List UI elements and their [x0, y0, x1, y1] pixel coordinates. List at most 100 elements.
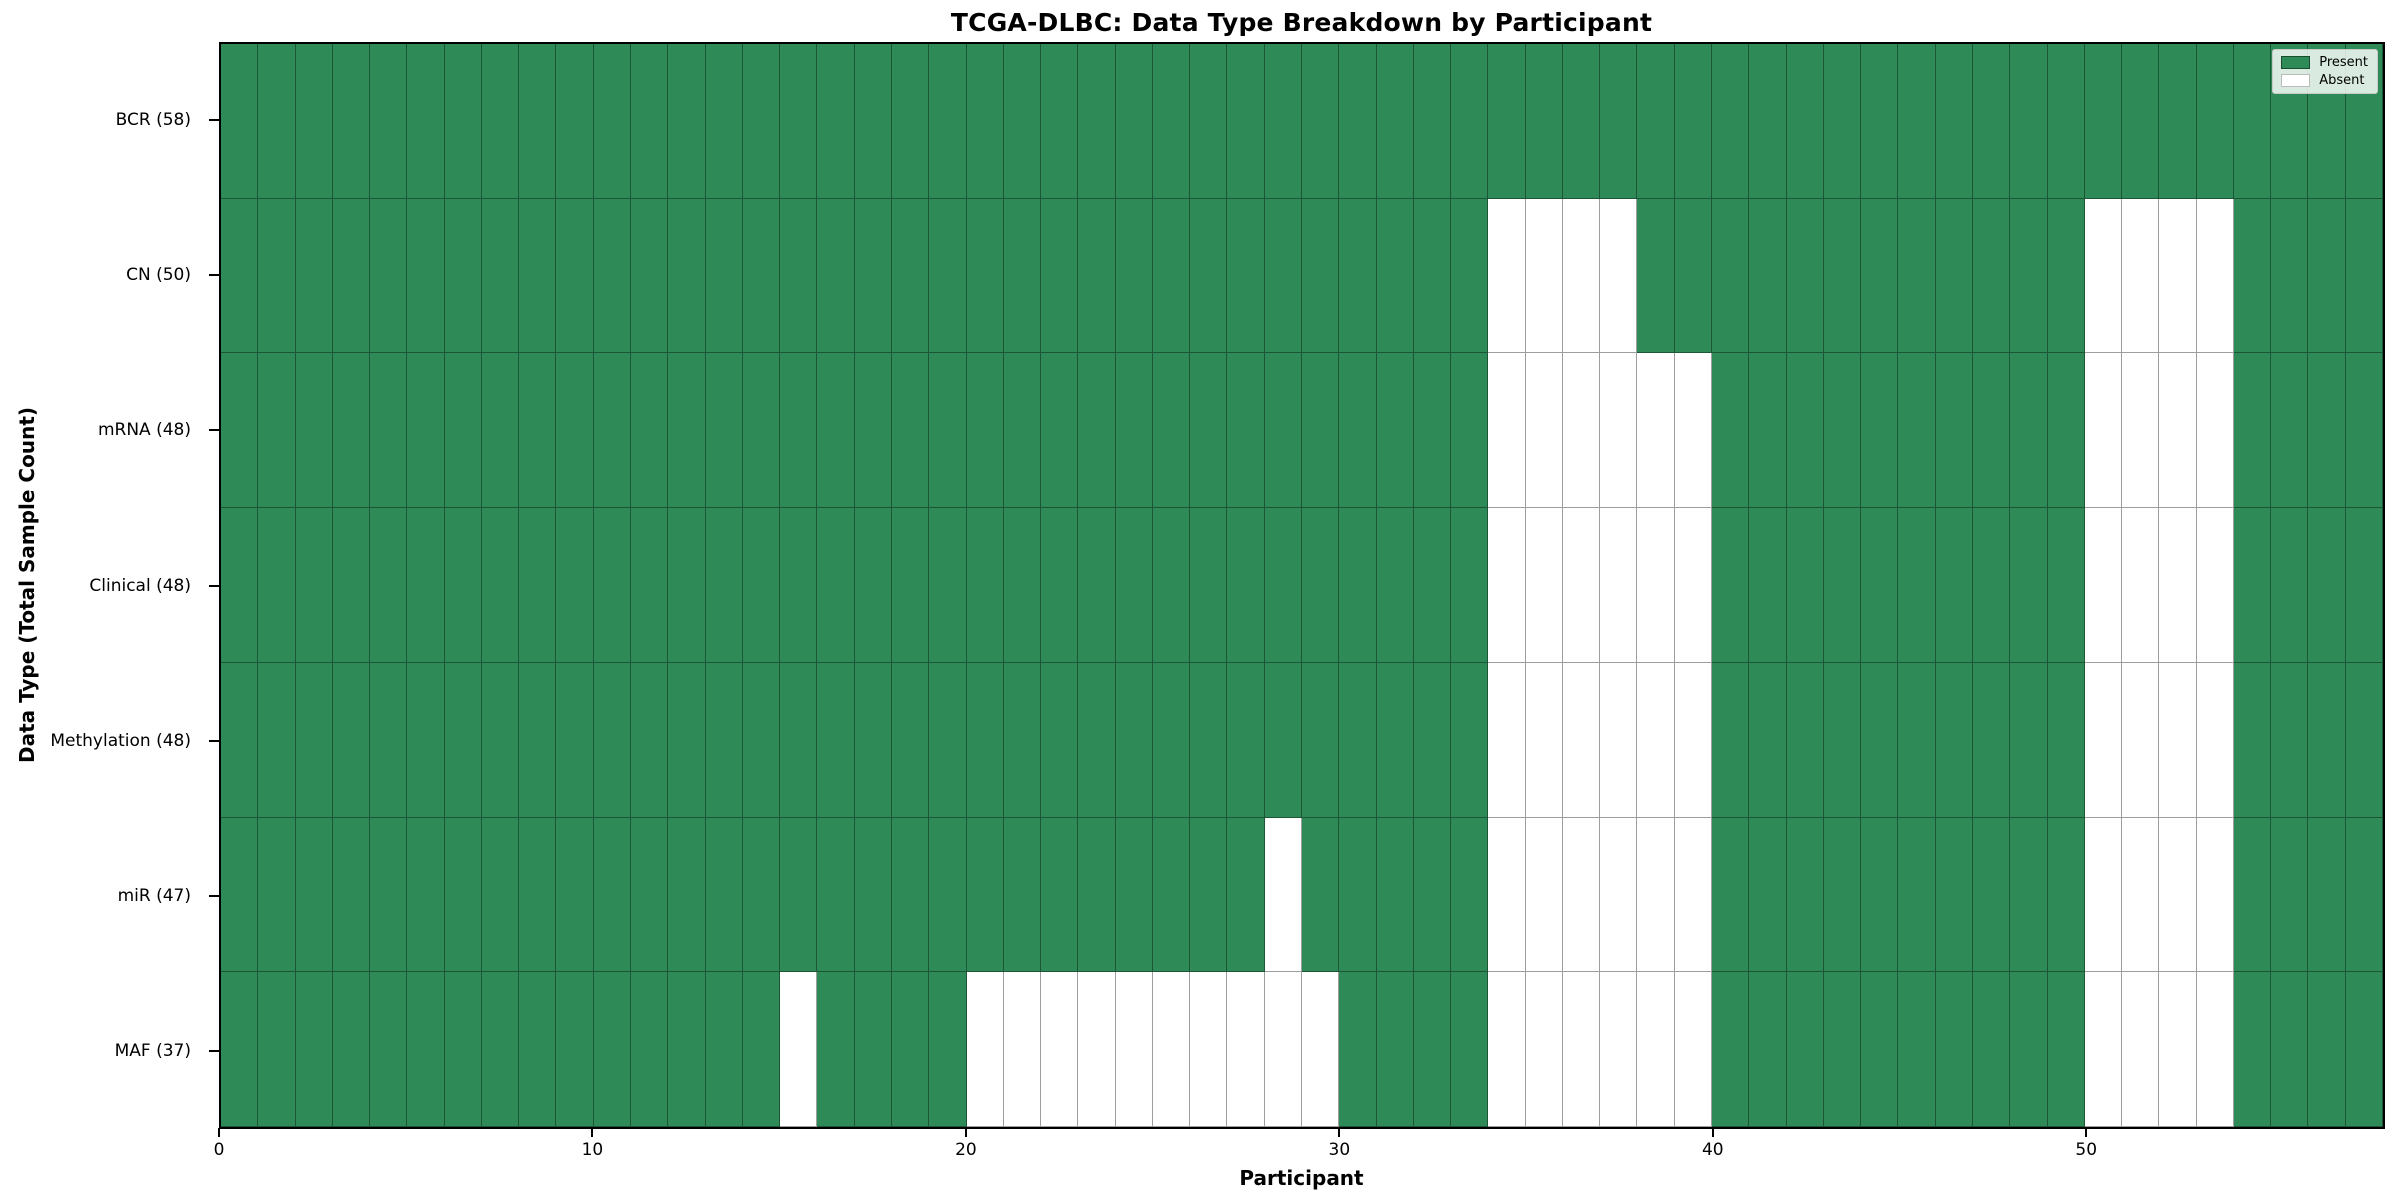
heatmap-cell — [668, 662, 706, 818]
heatmap-cell — [854, 817, 892, 973]
heatmap-cell — [1972, 198, 2011, 354]
heatmap-cell — [1041, 353, 1079, 509]
heatmap-cell — [2233, 817, 2272, 973]
heatmap-cell — [332, 508, 371, 663]
heatmap-cell — [2084, 662, 2123, 818]
heatmap-cell — [1041, 508, 1079, 663]
heatmap-cell — [742, 817, 781, 973]
heatmap-cell — [1451, 508, 1489, 663]
heatmap-cell — [1861, 508, 1899, 663]
heatmap-cell — [1786, 662, 1824, 818]
heatmap-cell — [1562, 972, 1601, 1127]
heatmap-cell — [854, 972, 892, 1127]
heatmap-cell — [1078, 353, 1116, 509]
heatmap-cell — [817, 198, 855, 354]
heatmap-cell — [1935, 44, 1973, 199]
heatmap-cell — [258, 44, 296, 199]
heatmap-cell — [2308, 353, 2346, 509]
heatmap-cell — [2159, 508, 2197, 663]
heatmap-cell — [1376, 44, 1414, 199]
heatmap-cell — [1525, 662, 1563, 818]
heatmap-cell — [370, 662, 408, 818]
heatmap-cell — [295, 353, 333, 509]
heatmap-cell — [593, 972, 632, 1127]
heatmap-cell — [1898, 972, 1936, 1127]
heatmap-cell — [1227, 44, 1265, 199]
heatmap-cell — [481, 662, 520, 818]
heatmap-cell — [1451, 44, 1489, 199]
heatmap-cell — [1190, 972, 1228, 1127]
heatmap-cell — [742, 508, 781, 663]
heatmap-cell — [2345, 508, 2383, 663]
heatmap-cell — [1562, 198, 1601, 354]
y-tick-labels: BCR (58) CN (50) mRNA (48) Clinical (48) Met… — [0, 42, 205, 1129]
heatmap-cell — [1898, 662, 1936, 818]
legend-label-absent: Absent — [2319, 73, 2365, 88]
x-tick-mark — [1711, 1128, 1714, 1137]
heatmap-cell — [332, 662, 371, 818]
y-tick-label: BCR (58) — [115, 109, 191, 130]
heatmap-cell — [2047, 817, 2085, 973]
heatmap-cell — [295, 198, 333, 354]
heatmap-cell — [444, 508, 482, 663]
legend-item-absent: Absent — [2281, 74, 2368, 87]
heatmap-cell — [1674, 508, 1713, 663]
heatmap-cell — [1190, 353, 1228, 509]
heatmap-cell — [444, 972, 482, 1127]
heatmap-cell — [1749, 198, 1787, 354]
heatmap-cell — [854, 44, 892, 199]
heatmap-cell — [593, 817, 632, 973]
y-tick-mark — [209, 118, 219, 121]
heatmap-cell — [891, 817, 930, 973]
heatmap-cell — [966, 662, 1004, 818]
heatmap-cell — [631, 972, 669, 1127]
heatmap-cell — [2345, 353, 2383, 509]
heatmap-cell — [519, 972, 557, 1127]
heatmap-cell — [370, 817, 408, 973]
heatmap-cell — [1972, 972, 2011, 1127]
heatmap-cell — [1302, 353, 1340, 509]
heatmap-cell — [1413, 508, 1452, 663]
x-tick-mark — [591, 1128, 594, 1137]
heatmap-cell — [1488, 508, 1526, 663]
heatmap-cell — [631, 662, 669, 818]
heatmap-cell — [1264, 508, 1302, 663]
x-tick-label: 50 — [2075, 1140, 2098, 1160]
heatmap-cell — [221, 662, 259, 818]
heatmap-cell — [1898, 508, 1936, 663]
heatmap-cell — [1674, 44, 1713, 199]
heatmap-cell — [1898, 817, 1936, 973]
plot-area: Present Absent — [219, 42, 2385, 1129]
heatmap-cell — [2271, 817, 2309, 973]
heatmap-cell — [668, 44, 706, 199]
y-tick-mark — [209, 584, 219, 587]
heatmap-cell — [1600, 662, 1638, 818]
heatmap-cell — [1749, 44, 1787, 199]
legend: Present Absent — [2272, 49, 2378, 94]
heatmap-cell — [1451, 353, 1489, 509]
heatmap-cell — [1786, 198, 1824, 354]
heatmap-cell — [1861, 353, 1899, 509]
heatmap-cell — [332, 44, 371, 199]
heatmap-cell — [2233, 198, 2272, 354]
heatmap-cell — [593, 508, 632, 663]
heatmap-cell — [668, 817, 706, 973]
heatmap-cell — [1674, 972, 1713, 1127]
heatmap-cell — [1190, 662, 1228, 818]
heatmap-cell — [556, 972, 594, 1127]
heatmap-cell — [891, 662, 930, 818]
heatmap-cell — [1302, 817, 1340, 973]
heatmap-cell — [2084, 353, 2123, 509]
heatmap-cell — [1600, 353, 1638, 509]
heatmap-cell — [1227, 662, 1265, 818]
heatmap-cell — [780, 353, 818, 509]
y-tick-mark — [209, 429, 219, 432]
heatmap-cell — [1413, 662, 1452, 818]
heatmap-cell — [1972, 817, 2011, 973]
heatmap-cell — [444, 662, 482, 818]
heatmap-cell — [1003, 198, 1042, 354]
y-tick-label: MAF (37) — [114, 1041, 191, 1062]
heatmap-cell — [556, 44, 594, 199]
heatmap-cell — [2047, 353, 2085, 509]
heatmap-cell — [1152, 44, 1191, 199]
